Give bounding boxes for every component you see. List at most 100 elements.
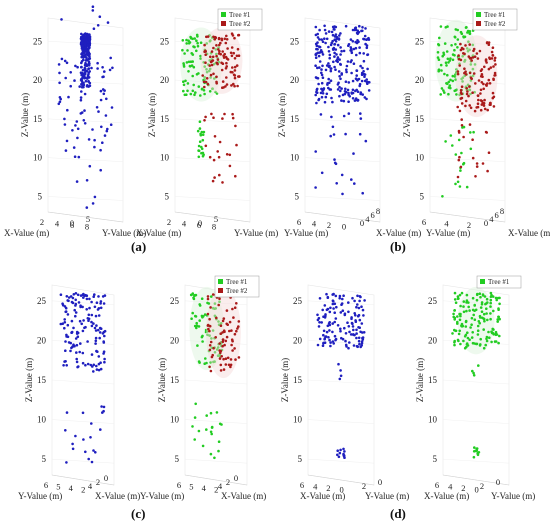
data-point [318,38,321,41]
data-point [331,33,335,37]
data-point [87,138,91,141]
data-point [213,360,216,363]
data-point [467,55,471,58]
data-point [332,60,335,64]
data-point [201,316,204,319]
data-point [231,339,234,343]
y-tick-label: 15 [428,375,438,385]
data-point [465,293,469,297]
data-point [446,57,450,61]
data-point [443,91,446,94]
data-point [99,367,103,371]
data-point [438,36,441,40]
grid-line [184,379,248,385]
data-point [477,320,481,323]
data-point [351,296,354,300]
data-point [190,293,193,297]
data-point [195,39,198,42]
data-point [496,320,500,323]
data-point [79,78,83,82]
data-point [365,78,369,81]
grid-line [429,196,506,201]
legend-entry: Tree #1 [484,11,506,19]
data-point [212,35,215,39]
data-point [454,28,458,31]
data-point [205,70,209,74]
data-point [350,178,353,181]
data-point [484,343,488,347]
y-tick-label: 15 [33,114,43,124]
data-point [217,155,221,159]
legend: Tree #1 [476,275,522,289]
data-point [86,75,90,79]
data-point [232,316,235,319]
data-point [350,59,353,62]
data-point [491,46,495,49]
data-point [221,50,224,53]
data-point [226,323,229,327]
data-point [437,43,440,46]
data-point [76,335,80,339]
y-tick-label: 10 [160,153,170,163]
data-point [332,300,335,303]
data-point [443,42,447,45]
y-tick-label: 25 [33,36,43,46]
data-point [204,357,207,360]
data-point [199,57,202,60]
data-point [476,333,480,336]
data-point [468,123,472,126]
data-point [83,38,86,41]
data-point [317,316,321,320]
data-point [215,316,218,320]
data-point [219,324,223,328]
data-point [208,344,212,347]
data-point [325,308,329,312]
y-tick-label: 5 [298,454,303,464]
data-point [498,302,501,306]
data-point [359,91,363,94]
data-point [347,346,350,350]
data-point [99,306,103,310]
data-point [480,303,484,306]
data-point [221,331,224,334]
data-point [60,18,63,21]
series-1 [316,292,366,460]
data-point [351,325,355,328]
data-point [336,324,340,327]
data-point [211,329,215,332]
data-point [208,39,212,43]
data-point [91,202,95,205]
data-point [208,348,212,352]
data-point [358,84,362,88]
data-point [98,15,102,18]
data-point [215,82,218,85]
data-point [191,89,195,93]
data-point [323,100,327,104]
data-point [223,37,227,41]
data-point [229,51,233,55]
x-axis-label: X-Value (m) [136,228,181,238]
data-point [101,66,104,69]
data-point [361,26,364,29]
data-point [318,337,322,341]
data-point [339,329,342,333]
data-point [489,305,492,308]
data-point [95,301,99,305]
data-point [333,334,337,338]
data-point [473,446,476,449]
data-point [352,47,356,51]
data-point [331,293,335,296]
data-point [62,364,65,367]
data-point [82,34,85,37]
data-point [456,315,459,318]
x-tick-label: 6 [70,220,74,230]
data-point [468,88,472,92]
data-point [209,430,213,434]
data-point [218,43,221,47]
data-point [476,452,480,455]
data-point [110,106,114,109]
z-axis-label: X-Value (m) [376,228,421,238]
data-point [94,336,98,340]
grid-line [47,157,124,162]
